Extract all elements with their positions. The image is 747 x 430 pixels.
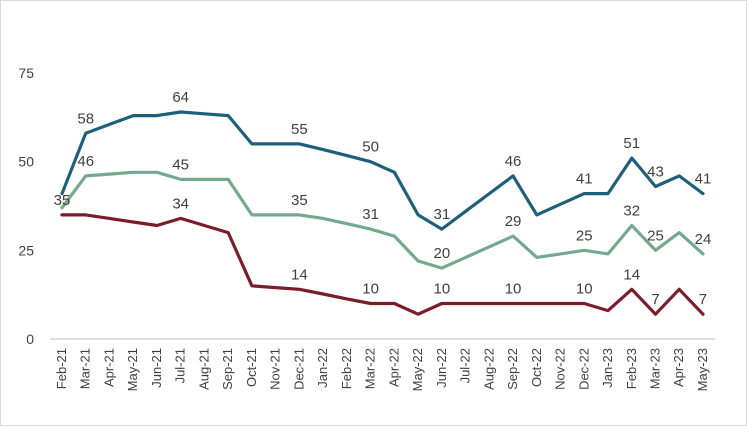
data-label: 46	[77, 153, 94, 170]
x-tick-label: Apr-21	[101, 348, 116, 387]
data-label: 46	[505, 153, 522, 170]
x-tick-label: Oct-22	[529, 348, 544, 387]
data-label: 29	[505, 213, 522, 230]
data-label: 35	[291, 192, 308, 209]
x-tick-label: Feb-21	[54, 348, 69, 389]
x-tick-label: Dec-22	[576, 348, 591, 390]
x-tick-label: Nov-21	[268, 348, 283, 390]
data-label: 25	[647, 227, 664, 244]
data-label: 10	[505, 281, 522, 298]
x-tick-label: Mar-23	[648, 348, 663, 389]
x-tick-label: Sep-22	[505, 348, 520, 390]
data-label: 14	[623, 266, 640, 283]
x-tick-label: Jun-21	[149, 348, 164, 388]
x-tick-label: Jul-21	[173, 348, 188, 383]
data-label: 64	[172, 89, 189, 106]
data-labels: 58 64 55 50 31 46 41 51 43 41 46 45 35 31 20 29 25 32 25 24…	[54, 89, 712, 308]
x-tick-label: May-21	[125, 348, 140, 391]
x-tick-label: Aug-22	[481, 348, 496, 390]
data-label: 43	[647, 163, 664, 180]
data-label: 10	[362, 281, 379, 298]
data-label: 31	[362, 206, 379, 223]
x-tick-label: Dec-21	[291, 348, 306, 390]
y-tick-label: 25	[18, 242, 34, 258]
x-tick-label: Sep-21	[220, 348, 235, 390]
data-label: 45	[172, 156, 189, 173]
data-label: 58	[77, 110, 94, 127]
x-tick-label: Feb-23	[624, 348, 639, 389]
data-label: 10	[576, 281, 593, 298]
data-label: 31	[433, 206, 450, 223]
x-tick-label: Jan-23	[600, 348, 615, 388]
x-tick-label: Apr-22	[386, 348, 401, 387]
data-label: 24	[695, 231, 712, 248]
data-label: 20	[433, 245, 450, 262]
x-tick-label: Nov-22	[553, 348, 568, 390]
data-label: 41	[695, 171, 712, 188]
x-tick-label: Mar-21	[78, 348, 93, 389]
series-line-1	[60, 110, 705, 231]
x-tick-label: Jan-22	[315, 348, 330, 388]
data-label: 51	[623, 135, 640, 152]
data-label: 41	[576, 171, 593, 188]
y-tick-label: 50	[18, 154, 34, 170]
data-label: 50	[362, 139, 379, 156]
x-axis: Feb-21 Mar-21 Apr-21 May-21 Jun-21 Jul-21 Aug-…	[50, 338, 715, 391]
x-tick-label: May-23	[695, 348, 710, 391]
data-label: 10	[433, 281, 450, 298]
x-tick-label: Feb-22	[339, 348, 354, 389]
y-tick-label: 0	[26, 331, 34, 347]
x-tick-label: Aug-21	[196, 348, 211, 390]
x-tick-label: May-22	[410, 348, 425, 391]
data-label: 35	[54, 192, 71, 209]
data-label: 14	[291, 266, 308, 283]
x-tick-label: Mar-22	[363, 348, 378, 389]
y-tick-label: 75	[18, 65, 34, 81]
data-label: 34	[172, 195, 189, 212]
x-tick-label: Jun-22	[434, 348, 449, 388]
x-tick-label: Jul-22	[458, 348, 473, 383]
data-label: 7	[651, 291, 659, 308]
data-label: 25	[576, 227, 593, 244]
series-line-2	[60, 170, 705, 270]
y-axis: 0 25 50 75	[18, 65, 34, 347]
data-label: 55	[291, 121, 308, 138]
data-label: 32	[623, 203, 640, 220]
x-tick-label: Apr-23	[671, 348, 686, 387]
series-line-3	[60, 213, 705, 316]
x-tick-label: Oct-21	[244, 348, 259, 387]
data-label: 7	[699, 291, 707, 308]
series-lines	[60, 110, 705, 316]
